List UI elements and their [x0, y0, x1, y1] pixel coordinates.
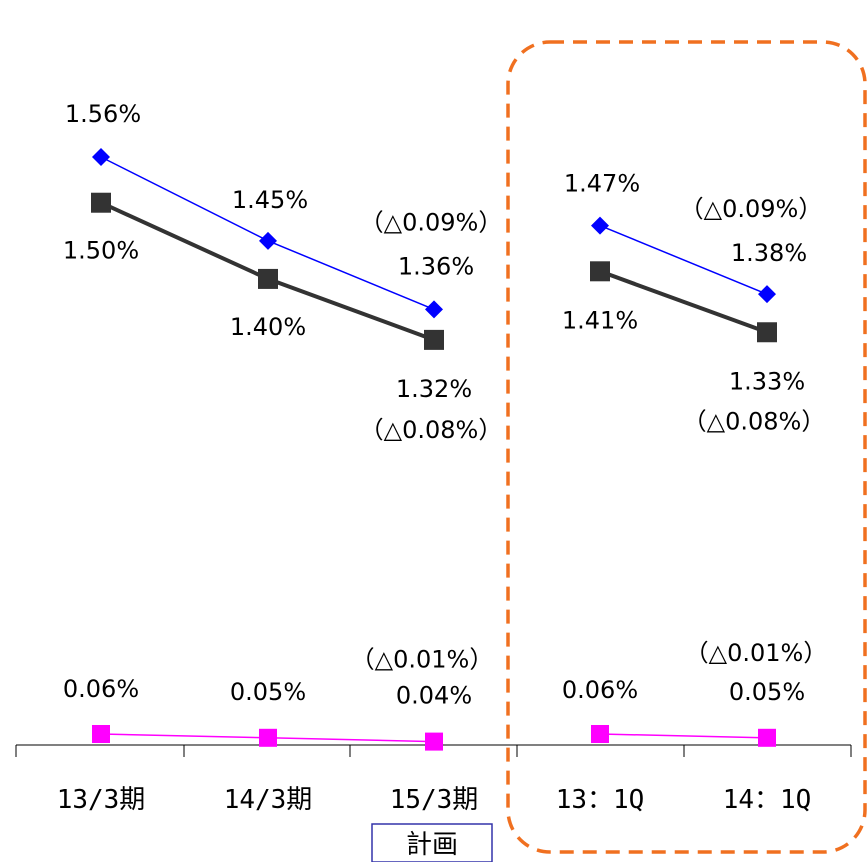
data-label: 0.05% — [729, 678, 805, 706]
data-label: 1.45% — [232, 186, 308, 214]
series-labels: 1.56% 1.45% 1.36% 1.47% 1.38% （△0.09%） （△0.09%… — [63, 100, 827, 710]
data-label: 1.40% — [230, 313, 306, 341]
point-marker — [591, 216, 609, 235]
category-label: 13/3期 — [57, 785, 146, 815]
point-marker — [92, 725, 110, 743]
quarter-highlight-box — [506, 40, 867, 854]
delta-label: （△0.01%） — [351, 646, 494, 674]
delta-label: （△0.08%） — [360, 416, 503, 444]
point-marker — [591, 725, 609, 743]
point-marker — [590, 261, 610, 282]
category-labels: 13/3期 14/3期 15/3期 13：1Q 14：1Q — [57, 785, 812, 815]
point-marker — [258, 268, 278, 289]
data-label: 1.41% — [562, 306, 638, 334]
series-line — [599, 224, 768, 295]
plan-box — [371, 823, 493, 862]
point-marker — [758, 285, 776, 304]
series-markers — [91, 148, 777, 751]
series-line — [599, 733, 768, 739]
point-marker — [758, 728, 776, 747]
data-label: 0.06% — [562, 676, 638, 704]
x-axis-ticks — [15, 745, 852, 757]
data-label: 1.33% — [729, 367, 805, 395]
point-marker — [424, 329, 444, 350]
category-label: 15/3期 — [390, 785, 479, 815]
series-line — [599, 269, 768, 335]
data-label: 1.36% — [398, 252, 474, 280]
plan-label: 計画 — [406, 830, 458, 860]
point-marker — [425, 300, 443, 319]
data-label: 1.32% — [396, 375, 472, 403]
category-label: 14：1Q — [723, 785, 812, 815]
data-label: 0.06% — [63, 675, 139, 703]
category-label: 13：1Q — [556, 785, 645, 815]
data-label: 1.38% — [731, 239, 807, 267]
data-label: 1.47% — [564, 170, 640, 198]
point-marker — [259, 231, 277, 250]
point-marker — [91, 192, 111, 213]
delta-label: （△0.09%） — [680, 195, 823, 223]
data-label: 1.56% — [65, 100, 141, 128]
data-label: 1.50% — [63, 237, 139, 265]
category-label: 14/3期 — [224, 785, 313, 815]
point-marker — [757, 322, 777, 343]
delta-label: （△0.01%） — [685, 639, 828, 667]
data-label: 0.04% — [396, 682, 472, 710]
delta-label: （△0.09%） — [360, 208, 503, 236]
point-marker — [259, 728, 277, 747]
point-marker — [425, 732, 443, 751]
delta-label: （△0.08%） — [683, 407, 826, 435]
point-marker — [92, 148, 110, 166]
data-label: 0.05% — [230, 678, 306, 706]
